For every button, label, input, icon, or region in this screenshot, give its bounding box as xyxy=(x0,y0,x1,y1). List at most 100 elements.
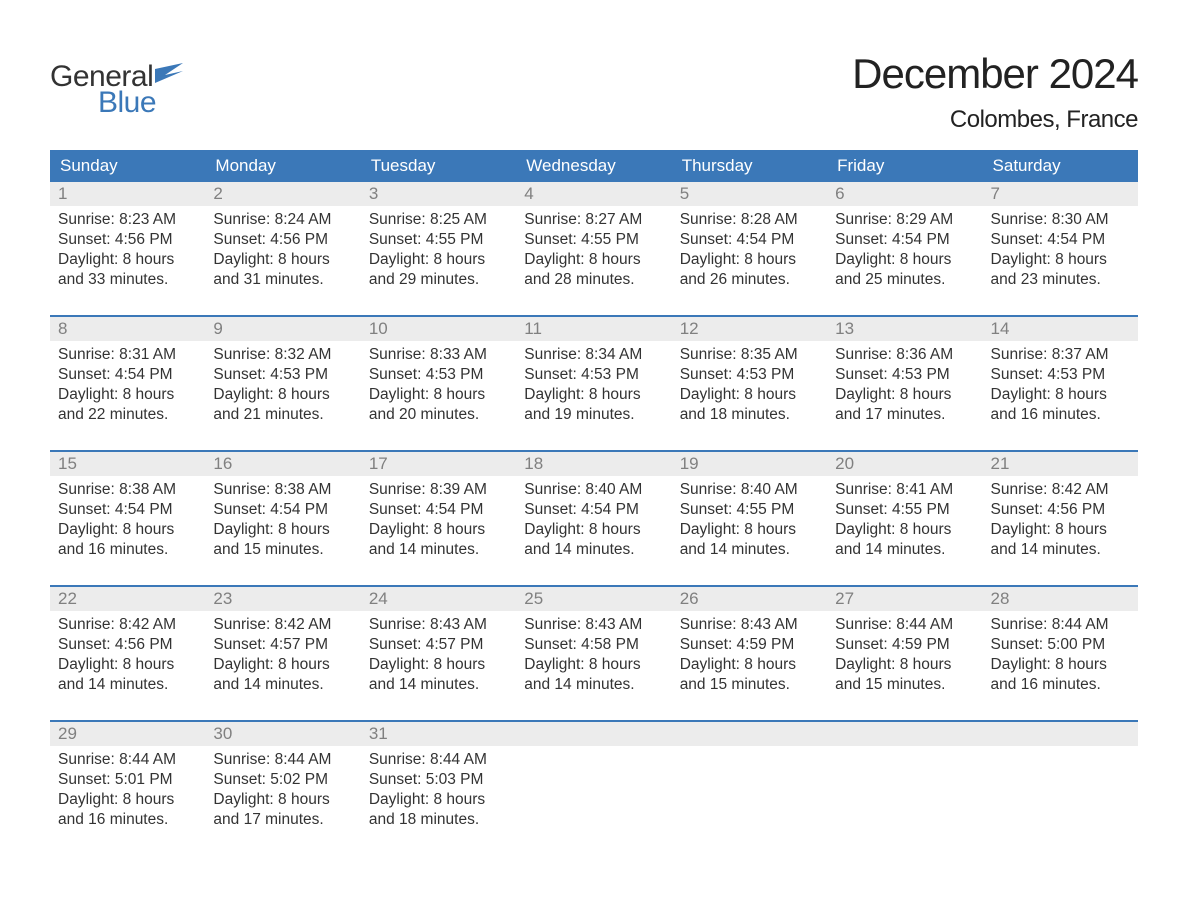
day-number: 25 xyxy=(516,586,671,611)
day-number: 26 xyxy=(672,586,827,611)
day-detail-cell: Sunrise: 8:38 AMSunset: 4:54 PMDaylight:… xyxy=(205,476,360,566)
week-separator xyxy=(50,431,1138,451)
daylight-text: Daylight: 8 hours xyxy=(991,250,1130,270)
daylight-text: and 14 minutes. xyxy=(524,540,663,560)
day-number-row: 22232425262728 xyxy=(50,586,1138,611)
week-separator xyxy=(50,701,1138,721)
daylight-text: and 14 minutes. xyxy=(369,540,508,560)
weekday-header: Monday xyxy=(205,150,360,182)
sunset-text: Sunset: 4:59 PM xyxy=(680,635,819,655)
daylight-text: and 25 minutes. xyxy=(835,270,974,290)
daylight-text: Daylight: 8 hours xyxy=(524,385,663,405)
weekday-header: Thursday xyxy=(672,150,827,182)
sunrise-text: Sunrise: 8:38 AM xyxy=(58,480,197,500)
daylight-text: Daylight: 8 hours xyxy=(835,385,974,405)
week-separator xyxy=(50,566,1138,586)
daylight-text: and 14 minutes. xyxy=(524,675,663,695)
weekday-header: Sunday xyxy=(50,150,205,182)
day-detail-cell: Sunrise: 8:44 AMSunset: 5:01 PMDaylight:… xyxy=(50,746,205,836)
daylight-text: and 14 minutes. xyxy=(369,675,508,695)
day-number: 23 xyxy=(205,586,360,611)
day-number: 5 xyxy=(672,182,827,206)
day-detail-cell xyxy=(827,746,982,836)
daylight-text: and 14 minutes. xyxy=(213,675,352,695)
day-detail-cell: Sunrise: 8:38 AMSunset: 4:54 PMDaylight:… xyxy=(50,476,205,566)
day-number: 22 xyxy=(50,586,205,611)
day-detail-cell: Sunrise: 8:34 AMSunset: 4:53 PMDaylight:… xyxy=(516,341,671,431)
day-detail-cell: Sunrise: 8:44 AMSunset: 5:03 PMDaylight:… xyxy=(361,746,516,836)
day-detail-cell: Sunrise: 8:35 AMSunset: 4:53 PMDaylight:… xyxy=(672,341,827,431)
sunset-text: Sunset: 5:03 PM xyxy=(369,770,508,790)
sunset-text: Sunset: 4:53 PM xyxy=(835,365,974,385)
sunrise-text: Sunrise: 8:40 AM xyxy=(680,480,819,500)
sunset-text: Sunset: 4:54 PM xyxy=(369,500,508,520)
day-detail-cell: Sunrise: 8:24 AMSunset: 4:56 PMDaylight:… xyxy=(205,206,360,296)
daylight-text: Daylight: 8 hours xyxy=(58,385,197,405)
month-title: December 2024 xyxy=(852,50,1138,98)
day-number xyxy=(827,721,982,746)
daylight-text: Daylight: 8 hours xyxy=(680,520,819,540)
daylight-text: and 17 minutes. xyxy=(213,810,352,830)
day-number-row: 293031 xyxy=(50,721,1138,746)
day-detail-cell: Sunrise: 8:41 AMSunset: 4:55 PMDaylight:… xyxy=(827,476,982,566)
day-number: 12 xyxy=(672,316,827,341)
daylight-text: Daylight: 8 hours xyxy=(991,385,1130,405)
daylight-text: Daylight: 8 hours xyxy=(524,655,663,675)
sunrise-text: Sunrise: 8:43 AM xyxy=(369,615,508,635)
sunrise-text: Sunrise: 8:25 AM xyxy=(369,210,508,230)
day-number: 15 xyxy=(50,451,205,476)
flag-icon xyxy=(155,63,183,88)
daylight-text: and 31 minutes. xyxy=(213,270,352,290)
day-detail-cell: Sunrise: 8:44 AMSunset: 5:02 PMDaylight:… xyxy=(205,746,360,836)
day-detail-cell: Sunrise: 8:32 AMSunset: 4:53 PMDaylight:… xyxy=(205,341,360,431)
daylight-text: Daylight: 8 hours xyxy=(213,790,352,810)
day-detail-cell: Sunrise: 8:25 AMSunset: 4:55 PMDaylight:… xyxy=(361,206,516,296)
sunrise-text: Sunrise: 8:38 AM xyxy=(213,480,352,500)
daylight-text: Daylight: 8 hours xyxy=(680,250,819,270)
day-number: 3 xyxy=(361,182,516,206)
day-detail-cell: Sunrise: 8:23 AMSunset: 4:56 PMDaylight:… xyxy=(50,206,205,296)
sunset-text: Sunset: 4:59 PM xyxy=(835,635,974,655)
day-detail-cell: Sunrise: 8:31 AMSunset: 4:54 PMDaylight:… xyxy=(50,341,205,431)
sunset-text: Sunset: 4:54 PM xyxy=(213,500,352,520)
day-detail-cell: Sunrise: 8:43 AMSunset: 4:58 PMDaylight:… xyxy=(516,611,671,701)
sunrise-text: Sunrise: 8:44 AM xyxy=(991,615,1130,635)
day-detail-cell: Sunrise: 8:44 AMSunset: 5:00 PMDaylight:… xyxy=(983,611,1138,701)
daylight-text: and 21 minutes. xyxy=(213,405,352,425)
logo: General Blue xyxy=(50,60,183,120)
sunset-text: Sunset: 4:58 PM xyxy=(524,635,663,655)
day-detail-cell: Sunrise: 8:37 AMSunset: 4:53 PMDaylight:… xyxy=(983,341,1138,431)
daylight-text: Daylight: 8 hours xyxy=(58,250,197,270)
daylight-text: Daylight: 8 hours xyxy=(369,385,508,405)
daylight-text: and 15 minutes. xyxy=(213,540,352,560)
day-number: 18 xyxy=(516,451,671,476)
page: General Blue December 2024 Colombes, Fra… xyxy=(0,0,1188,876)
daylight-text: and 16 minutes. xyxy=(58,540,197,560)
sunset-text: Sunset: 5:01 PM xyxy=(58,770,197,790)
daylight-text: and 14 minutes. xyxy=(991,540,1130,560)
day-number: 20 xyxy=(827,451,982,476)
sunset-text: Sunset: 4:57 PM xyxy=(369,635,508,655)
daylight-text: and 26 minutes. xyxy=(680,270,819,290)
daylight-text: Daylight: 8 hours xyxy=(58,655,197,675)
calendar-table: Sunday Monday Tuesday Wednesday Thursday… xyxy=(50,150,1138,836)
day-number: 14 xyxy=(983,316,1138,341)
day-number: 9 xyxy=(205,316,360,341)
sunset-text: Sunset: 4:56 PM xyxy=(991,500,1130,520)
day-number: 8 xyxy=(50,316,205,341)
day-number: 30 xyxy=(205,721,360,746)
day-detail-cell xyxy=(672,746,827,836)
sunset-text: Sunset: 4:55 PM xyxy=(680,500,819,520)
day-number: 28 xyxy=(983,586,1138,611)
day-number xyxy=(516,721,671,746)
daylight-text: Daylight: 8 hours xyxy=(369,655,508,675)
day-number: 11 xyxy=(516,316,671,341)
day-number: 13 xyxy=(827,316,982,341)
sunset-text: Sunset: 5:00 PM xyxy=(991,635,1130,655)
day-detail-cell: Sunrise: 8:43 AMSunset: 4:57 PMDaylight:… xyxy=(361,611,516,701)
daylight-text: and 20 minutes. xyxy=(369,405,508,425)
sunset-text: Sunset: 4:55 PM xyxy=(524,230,663,250)
day-detail-cell: Sunrise: 8:43 AMSunset: 4:59 PMDaylight:… xyxy=(672,611,827,701)
sunset-text: Sunset: 4:57 PM xyxy=(213,635,352,655)
daylight-text: Daylight: 8 hours xyxy=(835,250,974,270)
